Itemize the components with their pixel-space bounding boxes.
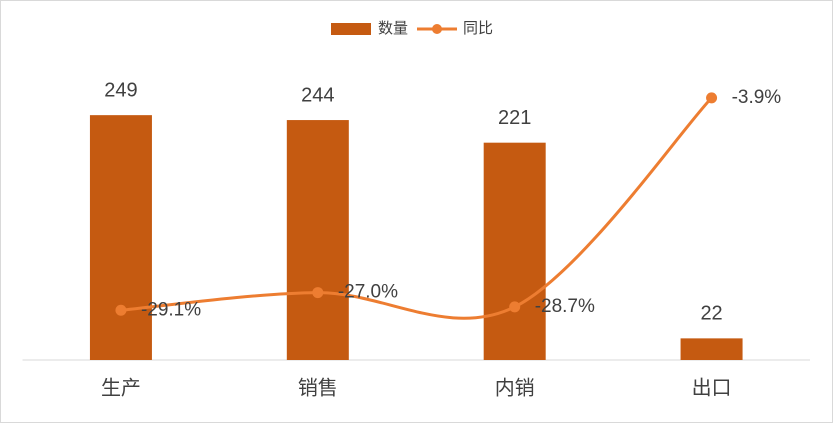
- legend-swatch: [331, 23, 371, 35]
- line-point: [706, 92, 718, 104]
- bar-value-label: 249: [104, 79, 137, 101]
- bar-value-label: 221: [498, 107, 531, 129]
- legend-label: 数量: [378, 20, 408, 37]
- legend-swatch: [432, 24, 442, 34]
- bar: [286, 120, 349, 360]
- line-value-label: -3.9%: [732, 87, 782, 108]
- line-value-label: -27.0%: [338, 282, 398, 303]
- line-point: [115, 304, 127, 316]
- bar: [680, 338, 743, 360]
- bar: [483, 142, 546, 360]
- x-tick-label: 销售: [298, 376, 338, 399]
- bar-value-label: 22: [700, 303, 722, 325]
- x-tick-label: 出口: [692, 376, 732, 399]
- line-point: [509, 301, 521, 313]
- legend-label: 同比: [463, 20, 493, 37]
- x-tick-label: 生产: [101, 376, 141, 399]
- line-value-label: -28.7%: [535, 296, 595, 317]
- line: [120, 96, 713, 320]
- x-tick-label: 内销: [495, 376, 535, 399]
- bar-value-label: 244: [301, 84, 334, 106]
- line-value-label: -29.1%: [141, 299, 201, 320]
- line-point: [312, 287, 324, 299]
- bar: [89, 115, 152, 361]
